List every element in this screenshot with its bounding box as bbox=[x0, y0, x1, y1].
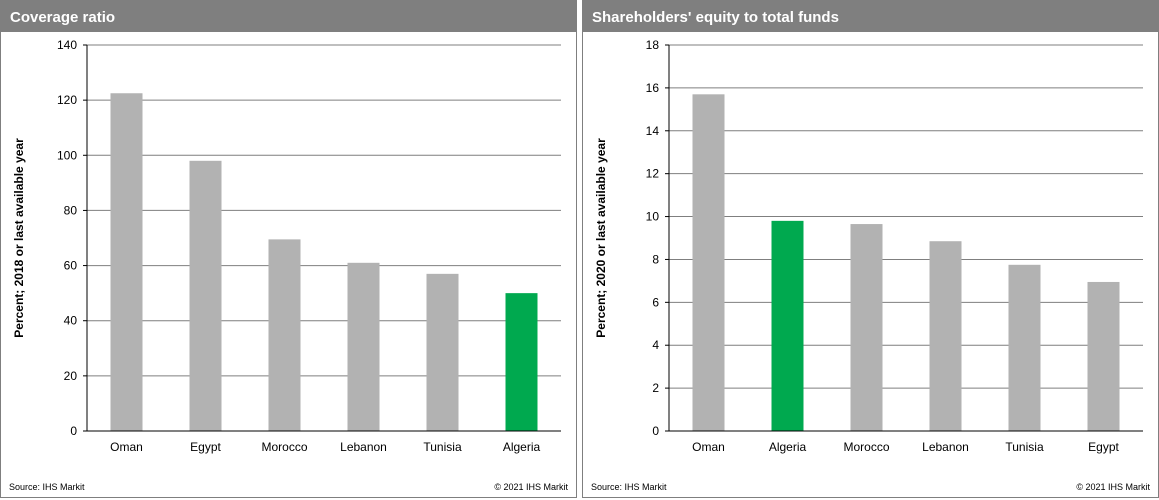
equity-ratio-chart: 0 2 4 6 8 10 12 14 16 18 Oman Algeria Morocco Lebanon… bbox=[594, 38, 1143, 454]
bar bbox=[929, 241, 962, 431]
bar bbox=[426, 273, 459, 431]
y-tick-label: 4 bbox=[652, 338, 659, 352]
y-tick-label: 40 bbox=[64, 314, 78, 328]
bar bbox=[110, 93, 143, 431]
equity-ratio-panel: Shareholders' equity to total funds 0 2 4 6… bbox=[582, 0, 1159, 498]
bar bbox=[189, 160, 222, 432]
y-tick-label: 0 bbox=[652, 424, 659, 438]
x-tick-label: Algeria bbox=[769, 440, 807, 454]
bar bbox=[505, 293, 538, 431]
y-tick-label: 12 bbox=[646, 167, 660, 181]
x-tick-label: Tunisia bbox=[1005, 440, 1044, 454]
x-tick-label: Oman bbox=[692, 440, 725, 454]
x-tick-label: Oman bbox=[110, 440, 143, 454]
y-tick-label: 10 bbox=[646, 210, 660, 224]
y-tick-label: 120 bbox=[57, 93, 77, 107]
y-tick-label: 140 bbox=[57, 38, 77, 52]
x-tick-label: Morocco bbox=[843, 440, 889, 454]
coverage-ratio-chart: 0 20 40 60 80 100 120 140 Oman Egypt Morocco Lebano… bbox=[12, 38, 561, 454]
y-tick-label: 2 bbox=[652, 381, 659, 395]
y-tick-label: 80 bbox=[64, 203, 78, 217]
copyright-note: © 2021 IHS Markit bbox=[1076, 482, 1150, 492]
y-axis-label: Percent; 2018 or last available year bbox=[12, 138, 26, 338]
y-axis-label: Percent; 2020 or last available year bbox=[594, 138, 608, 338]
chart-title: Shareholders' equity to total funds bbox=[583, 1, 1158, 32]
chart-title: Coverage ratio bbox=[1, 1, 576, 32]
x-tick-label: Egypt bbox=[190, 440, 221, 454]
y-tick-label: 16 bbox=[646, 81, 660, 95]
bar bbox=[771, 220, 804, 431]
x-tick-label: Morocco bbox=[261, 440, 307, 454]
y-tick-label: 0 bbox=[70, 424, 77, 438]
bar bbox=[1087, 281, 1120, 431]
x-tick-label: Tunisia bbox=[423, 440, 462, 454]
bar bbox=[1008, 264, 1041, 431]
x-tick-label: Algeria bbox=[503, 440, 541, 454]
bar bbox=[850, 224, 883, 431]
y-tick-label: 8 bbox=[652, 252, 659, 266]
y-tick-label: 14 bbox=[646, 124, 660, 138]
bar bbox=[692, 94, 725, 432]
y-tick-label: 60 bbox=[64, 259, 78, 273]
coverage-ratio-panel: Coverage ratio 0 20 40 60 80 100 120 140 Oman Egy… bbox=[0, 0, 577, 498]
y-tick-label: 20 bbox=[64, 369, 78, 383]
y-tick-label: 6 bbox=[652, 295, 659, 309]
source-note: Source: IHS Markit bbox=[9, 482, 85, 492]
copyright-note: © 2021 IHS Markit bbox=[494, 482, 568, 492]
y-tick-label: 18 bbox=[646, 38, 660, 52]
y-tick-label: 100 bbox=[57, 148, 77, 162]
bar bbox=[347, 262, 380, 431]
x-tick-label: Lebanon bbox=[340, 440, 387, 454]
source-note: Source: IHS Markit bbox=[591, 482, 667, 492]
x-tick-label: Egypt bbox=[1088, 440, 1119, 454]
x-tick-label: Lebanon bbox=[922, 440, 969, 454]
bar bbox=[268, 239, 301, 431]
